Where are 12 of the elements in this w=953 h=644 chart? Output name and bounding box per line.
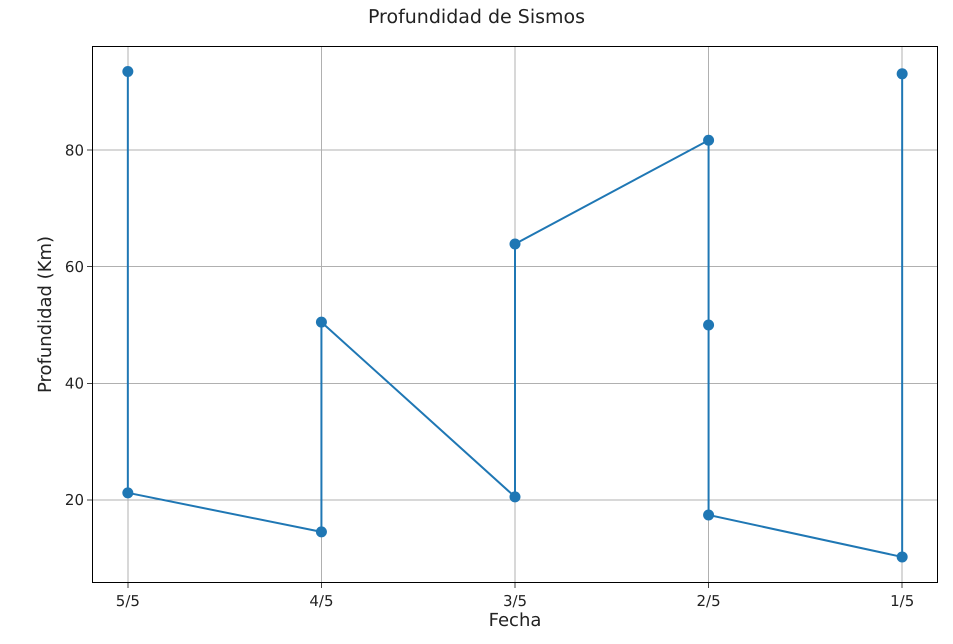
y-tick-label: 40 xyxy=(64,374,84,393)
chart-title: Profundidad de Sismos xyxy=(368,6,586,28)
x-axis-title: Fecha xyxy=(488,610,542,632)
x-tick-label: 3/5 xyxy=(502,592,528,610)
x-tick-label: 5/5 xyxy=(116,592,140,610)
x-tick-label: 2/5 xyxy=(696,592,721,610)
y-tick-label: 80 xyxy=(64,141,84,160)
y-axis-title: Profundidad (Km) xyxy=(35,236,56,394)
y-tick-label: 60 xyxy=(64,258,84,276)
x-tick-label: 4/5 xyxy=(309,592,334,610)
x-tick-label: 1/5 xyxy=(890,592,914,610)
y-tick-label: 20 xyxy=(64,491,84,510)
